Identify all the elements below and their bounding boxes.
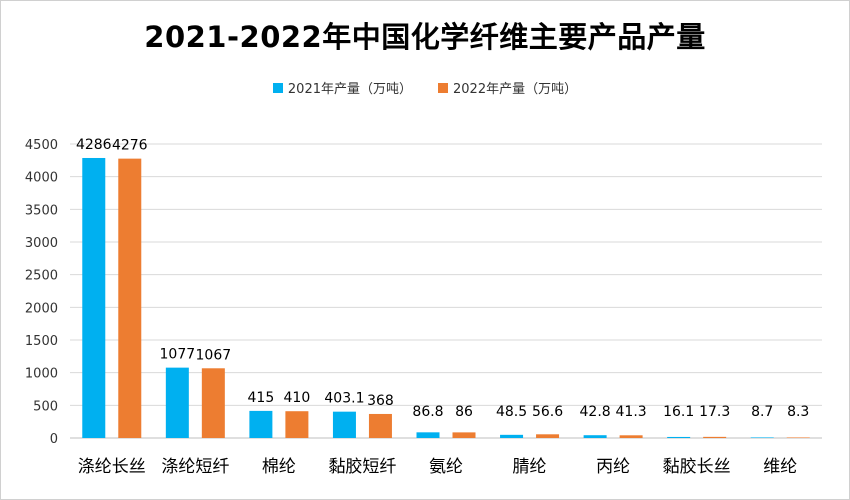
y-axis-ticks: 0 500 1000 1500 2000 2500 3000 3500 4000 4500 xyxy=(25,138,58,447)
legend-label-2021: 2021年产量（万吨） xyxy=(287,82,412,97)
data-label-2021: 48.5 xyxy=(496,404,527,420)
data-label-2022: 368 xyxy=(367,393,394,409)
x-category-label: 棉纶 xyxy=(262,457,296,477)
bar-2022 xyxy=(285,411,309,438)
bar-2021 xyxy=(500,434,524,438)
bar-2022 xyxy=(118,158,142,438)
chart-title: 2021-2022年中国化学纤维主要产品产量 xyxy=(144,20,706,54)
data-label-2021: 4286 xyxy=(76,137,112,153)
bar-2022 xyxy=(786,437,810,438)
bar-2021 xyxy=(82,157,106,439)
data-label-2022: 86 xyxy=(455,404,473,420)
data-label-2022: 41.3 xyxy=(616,404,647,420)
data-label-2021: 86.8 xyxy=(412,404,443,420)
data-label-2022: 410 xyxy=(284,390,311,406)
data-label-2022: 4276 xyxy=(112,138,148,154)
bar-2022 xyxy=(619,435,643,438)
y-tick-label: 3500 xyxy=(25,203,58,218)
x-category-label: 维纶 xyxy=(763,457,797,477)
bar-2022 xyxy=(536,434,560,438)
data-labels: 4286 4276 1077 1067 415 410 403.1 368 86.8 86 48.5… xyxy=(76,137,809,420)
data-label-2021: 42.8 xyxy=(580,404,611,420)
legend: 2021年产量（万吨） 2022年产量（万吨） xyxy=(0,78,850,97)
x-category-label: 氨纶 xyxy=(429,457,463,477)
bar-2022 xyxy=(368,413,392,438)
y-tick-label: 2500 xyxy=(25,269,58,284)
bars xyxy=(82,157,810,439)
y-tick-label: 3000 xyxy=(25,236,58,251)
bar-2021 xyxy=(416,432,440,438)
x-category-label: 黏胶长丝 xyxy=(663,457,731,477)
y-tick-label: 4500 xyxy=(25,138,58,153)
bar-2022 xyxy=(703,436,727,438)
y-tick-label: 1000 xyxy=(25,367,58,382)
data-label-2021: 403.1 xyxy=(324,391,364,407)
data-label-2021: 1077 xyxy=(160,347,196,363)
legend-item-2022: 2022年产量（万吨） xyxy=(438,78,577,97)
x-category-label: 涤纶短纤 xyxy=(161,457,229,477)
bar-2021 xyxy=(332,411,356,438)
data-label-2022: 1067 xyxy=(196,347,232,363)
y-tick-label: 2000 xyxy=(25,301,58,316)
x-category-label: 涤纶长丝 xyxy=(78,457,146,477)
data-label-2022: 8.3 xyxy=(787,404,809,420)
x-category-label: 丙纶 xyxy=(596,457,630,477)
bar-2021 xyxy=(667,436,691,438)
x-category-label: 腈纶 xyxy=(513,457,547,477)
data-label-2022: 17.3 xyxy=(699,404,730,420)
legend-swatch-2021 xyxy=(272,82,283,93)
bar-2021 xyxy=(165,367,189,438)
y-tick-label: 500 xyxy=(33,399,58,414)
bar-2021 xyxy=(249,410,273,438)
data-label-2021: 8.7 xyxy=(751,404,773,420)
bar-2022 xyxy=(201,368,225,438)
legend-item-2021: 2021年产量（万吨） xyxy=(272,78,412,97)
y-tick-label: 1500 xyxy=(25,334,58,349)
y-tick-label: 0 xyxy=(50,432,58,447)
bar-2021 xyxy=(750,437,774,438)
data-label-2021: 16.1 xyxy=(663,404,694,420)
legend-label-2022: 2022年产量（万吨） xyxy=(453,82,578,97)
data-label-2022: 56.6 xyxy=(532,404,563,420)
bar-2021 xyxy=(583,435,607,438)
x-axis-categories: 涤纶长丝 涤纶短纤 棉纶 黏胶短纤 氨纶 腈纶 丙纶 黏胶长丝 维纶 xyxy=(78,457,797,477)
grid-lines xyxy=(70,143,822,439)
legend-swatch-2022 xyxy=(438,82,448,93)
x-category-label: 黏胶短纤 xyxy=(328,457,396,477)
y-tick-label: 4000 xyxy=(25,171,58,186)
bar-2022 xyxy=(452,432,476,438)
data-label-2021: 415 xyxy=(248,390,275,406)
